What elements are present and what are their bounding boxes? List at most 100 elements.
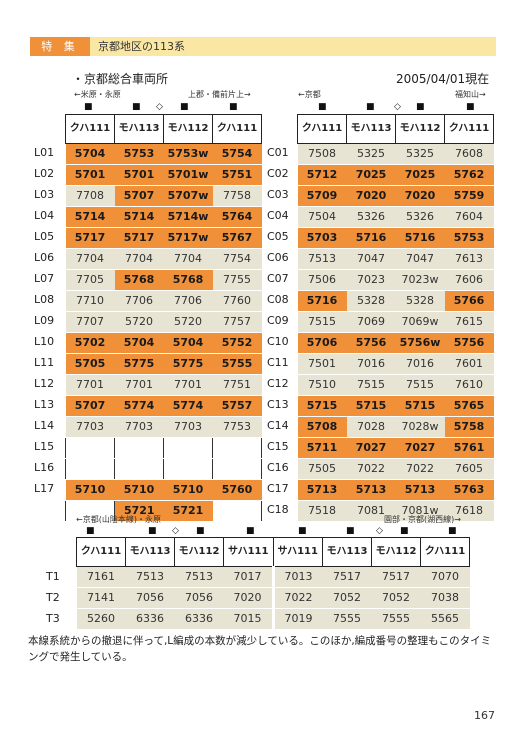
bottom-car-number-cell: 7161 xyxy=(76,566,126,588)
right-car-number-cell: 7610 xyxy=(444,374,494,396)
left-car-number-cell: 7703 xyxy=(163,416,213,438)
bottom-car-type-header: モハ112 xyxy=(371,537,421,567)
left-car-number-cell: 5774 xyxy=(114,395,164,417)
left-car-number-cell: 5714w xyxy=(163,206,213,228)
left-formation-row: 5702 5704 5704 5752 xyxy=(65,332,262,354)
right-car-number-cell: 5326 xyxy=(395,206,445,228)
left-formation-id: L14 xyxy=(34,419,55,432)
left-car-number-cell: 5704 xyxy=(114,332,164,354)
right-car-number-cell: 7510 xyxy=(297,374,347,396)
right-car-number-cell: 7028w xyxy=(395,416,445,438)
left-formation-id: L02 xyxy=(34,167,55,180)
right-car-number-cell: 7081w xyxy=(395,500,445,522)
right-car-number-cell: 7022 xyxy=(346,458,396,480)
bottom-formation-id: T1 xyxy=(46,570,60,583)
right-car-number-cell: 5715 xyxy=(346,395,396,417)
right-formation-id: C02 xyxy=(267,167,289,180)
bottom-mark-7: ■ xyxy=(346,526,355,536)
left-car-number-cell: 7703 xyxy=(114,416,164,438)
left-car-number-cell: 5757 xyxy=(212,395,262,417)
bottom-header-row: クハ111 モハ113 モハ112 サハ111 サハ111 モハ113 モハ112 クハ111 xyxy=(76,537,470,567)
bottom-mark-10: ■ xyxy=(448,526,457,536)
bottom-mark-1: ■ xyxy=(86,526,95,536)
right-formation-row: 5709 7020 7020 5759 xyxy=(297,185,494,207)
left-formation-id: L11 xyxy=(34,356,55,369)
right-car-type-header: クハ111 xyxy=(444,114,494,144)
right-car-number-cell: 5761 xyxy=(444,437,494,459)
right-car-number-cell: 7515 xyxy=(395,374,445,396)
left-car-number-cell: 5768 xyxy=(114,269,164,291)
left-car-number-cell: 5754 xyxy=(212,143,262,165)
right-formation-row: 7518 7081 7081w 7618 xyxy=(297,500,494,522)
left-direction-east: 上郡・備前片上→ xyxy=(188,90,251,99)
section-title: 京都地区の113系 xyxy=(98,40,185,53)
right-formation-id: C03 xyxy=(267,188,289,201)
right-formation-row: 5715 5715 5715 5765 xyxy=(297,395,494,417)
right-car-number-cell: 7025 xyxy=(395,164,445,186)
right-car-number-cell: 5706 xyxy=(297,332,347,354)
right-formation-row: 7513 7047 7047 7613 xyxy=(297,248,494,270)
left-formation-row xyxy=(65,437,262,459)
left-car-type-header: モハ112 xyxy=(163,114,213,144)
bottom-mark-5: ■ xyxy=(246,526,255,536)
right-formation-id: C05 xyxy=(267,230,289,243)
bottom-car-number-cell: 7513 xyxy=(125,566,175,588)
bottom-car-type-header: サハ111 xyxy=(272,537,323,567)
right-car-number-cell: 5713 xyxy=(395,479,445,501)
right-mark-4: ■ xyxy=(416,102,425,112)
right-car-number-cell: 5756w xyxy=(395,332,445,354)
right-car-number-cell: 7605 xyxy=(444,458,494,480)
left-formation-id: L16 xyxy=(34,461,55,474)
right-car-number-cell: 7027 xyxy=(346,437,396,459)
left-car-number-cell: 5764 xyxy=(212,206,262,228)
bottom-car-type-header: モハ113 xyxy=(125,537,175,567)
left-formation-table: クハ111 モハ113 モハ112 クハ111 5704 5753 5753w 5754 570… xyxy=(65,114,262,522)
left-car-number-cell: 7701 xyxy=(114,374,164,396)
left-car-number-cell: 5701 xyxy=(65,164,115,186)
right-car-number-cell: 5716 xyxy=(297,290,347,312)
left-car-number-cell: 7760 xyxy=(212,290,262,312)
right-mark-5: ■ xyxy=(466,102,475,112)
right-formation-id: C16 xyxy=(267,461,289,474)
left-car-number-cell: 5701 xyxy=(114,164,164,186)
right-car-number-cell: 5328 xyxy=(395,290,445,312)
bottom-car-number-cell: 7555 xyxy=(322,608,372,630)
right-car-number-cell: 5759 xyxy=(444,185,494,207)
right-car-number-cell: 5715 xyxy=(297,395,347,417)
left-formation-row: 5705 5775 5775 5755 xyxy=(65,353,262,375)
right-formation-row: 5716 5328 5328 5766 xyxy=(297,290,494,312)
right-formation-id: C06 xyxy=(267,251,289,264)
right-car-number-cell: 7515 xyxy=(297,311,347,333)
bottom-car-number-cell: 7013 xyxy=(273,566,323,588)
bottom-car-number-cell: 7555 xyxy=(371,608,421,630)
right-car-number-cell: 7081 xyxy=(346,500,396,522)
left-mark-2: ■ xyxy=(132,102,141,112)
left-car-number-cell: 5704 xyxy=(65,143,115,165)
left-formation-row: 5710 5710 5710 5760 xyxy=(65,479,262,501)
left-car-number-cell: 5707 xyxy=(114,185,164,207)
left-car-number-cell: 7703 xyxy=(65,416,115,438)
right-car-number-cell: 7615 xyxy=(444,311,494,333)
left-formation-row xyxy=(65,458,262,480)
bottom-car-number-cell: 5565 xyxy=(420,608,470,630)
right-car-number-cell: 5708 xyxy=(297,416,347,438)
right-car-number-cell: 5762 xyxy=(444,164,494,186)
right-formation-table: クハ111 モハ113 モハ112 クハ111 7508 5325 5325 7608 5712… xyxy=(297,114,494,522)
left-car-number-cell: 5710 xyxy=(163,479,213,501)
left-formation-row: 7703 7703 7703 7753 xyxy=(65,416,262,438)
right-direction-west: ←京都 xyxy=(298,90,321,99)
left-car-number-cell: 5714 xyxy=(114,206,164,228)
left-car-number-cell: 5721 xyxy=(163,500,213,522)
bottom-car-number-cell: 7038 xyxy=(420,587,470,609)
bottom-car-number-cell: 7141 xyxy=(76,587,126,609)
left-formation-id: L05 xyxy=(34,230,55,243)
right-car-number-cell: 5713 xyxy=(346,479,396,501)
bottom-car-number-cell: 6336 xyxy=(174,608,224,630)
bottom-direction-west: ←京都(山陰本線)・永原 xyxy=(76,515,161,524)
left-formation-row: 5721 5721 xyxy=(65,500,262,522)
left-formation-row: 7704 7704 7704 7754 xyxy=(65,248,262,270)
left-formation-row: 7707 5720 5720 7757 xyxy=(65,311,262,333)
left-car-number-cell: 7704 xyxy=(163,248,213,270)
right-car-number-cell: 5712 xyxy=(297,164,347,186)
left-car-number-cell: 5720 xyxy=(114,311,164,333)
